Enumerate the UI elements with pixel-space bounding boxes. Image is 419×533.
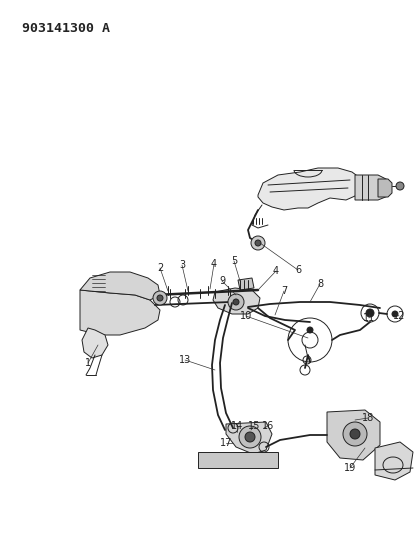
Text: 3: 3: [179, 260, 185, 270]
Text: 11: 11: [363, 313, 375, 323]
Circle shape: [251, 236, 265, 250]
Polygon shape: [375, 442, 413, 480]
Circle shape: [255, 240, 261, 246]
Polygon shape: [82, 328, 108, 358]
Text: 14: 14: [231, 421, 243, 431]
Circle shape: [239, 426, 261, 448]
Text: 19: 19: [344, 463, 356, 473]
Text: 1: 1: [85, 358, 91, 368]
Text: 8: 8: [317, 279, 323, 289]
Polygon shape: [213, 288, 260, 314]
Circle shape: [228, 294, 244, 310]
Polygon shape: [258, 168, 362, 210]
Text: 9: 9: [219, 276, 225, 286]
Circle shape: [245, 432, 255, 442]
Text: 10: 10: [240, 311, 252, 321]
Polygon shape: [226, 422, 272, 454]
Polygon shape: [80, 272, 160, 300]
Circle shape: [366, 309, 374, 317]
Circle shape: [233, 299, 239, 305]
Text: 7: 7: [281, 286, 287, 296]
Text: 16: 16: [262, 421, 274, 431]
Circle shape: [153, 291, 167, 305]
Text: 17: 17: [220, 438, 232, 448]
Text: 18: 18: [362, 413, 374, 423]
Circle shape: [396, 182, 404, 190]
Text: 13: 13: [179, 355, 191, 365]
Polygon shape: [238, 278, 254, 290]
Circle shape: [350, 429, 360, 439]
Polygon shape: [198, 452, 278, 468]
Circle shape: [392, 311, 398, 317]
Text: 5: 5: [231, 256, 237, 266]
Polygon shape: [327, 410, 380, 460]
Circle shape: [307, 327, 313, 333]
Text: 4: 4: [211, 259, 217, 269]
Text: 6: 6: [295, 265, 301, 275]
Text: 15: 15: [248, 421, 260, 431]
Text: 4: 4: [273, 266, 279, 276]
Circle shape: [157, 295, 163, 301]
Polygon shape: [355, 175, 388, 200]
Text: 12: 12: [393, 311, 405, 321]
Polygon shape: [378, 179, 392, 197]
Text: 2: 2: [157, 263, 163, 273]
Text: 903141300 A: 903141300 A: [22, 22, 110, 35]
Circle shape: [343, 422, 367, 446]
Polygon shape: [80, 290, 160, 335]
